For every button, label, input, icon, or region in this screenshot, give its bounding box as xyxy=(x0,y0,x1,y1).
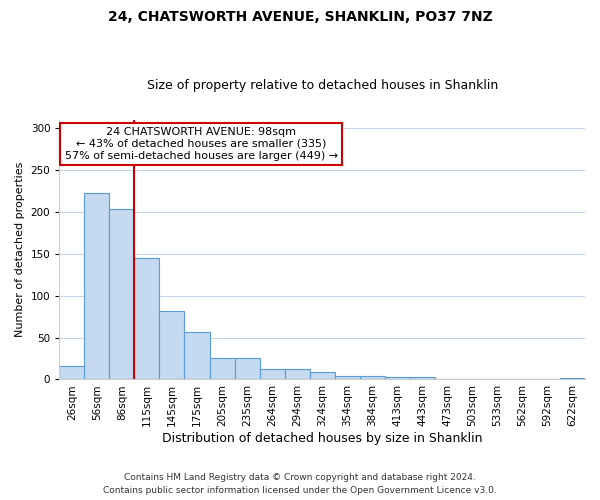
Text: 24, CHATSWORTH AVENUE, SHANKLIN, PO37 7NZ: 24, CHATSWORTH AVENUE, SHANKLIN, PO37 7N… xyxy=(107,10,493,24)
Bar xyxy=(260,368,284,380)
Bar xyxy=(485,378,510,380)
Bar xyxy=(310,372,335,380)
Bar xyxy=(184,332,209,380)
Bar xyxy=(435,378,460,380)
Bar xyxy=(385,377,410,380)
Bar xyxy=(535,378,560,380)
Bar xyxy=(410,377,435,380)
Title: Size of property relative to detached houses in Shanklin: Size of property relative to detached ho… xyxy=(146,79,498,92)
Y-axis label: Number of detached properties: Number of detached properties xyxy=(15,162,25,337)
Bar xyxy=(360,376,385,380)
Bar xyxy=(160,310,184,380)
Bar xyxy=(510,378,535,380)
X-axis label: Distribution of detached houses by size in Shanklin: Distribution of detached houses by size … xyxy=(162,432,482,445)
Bar xyxy=(59,366,85,380)
Text: 24 CHATSWORTH AVENUE: 98sqm
← 43% of detached houses are smaller (335)
57% of se: 24 CHATSWORTH AVENUE: 98sqm ← 43% of det… xyxy=(65,128,338,160)
Bar xyxy=(134,258,160,380)
Bar xyxy=(284,368,310,380)
Text: Contains HM Land Registry data © Crown copyright and database right 2024.
Contai: Contains HM Land Registry data © Crown c… xyxy=(103,474,497,495)
Bar xyxy=(209,358,235,380)
Bar xyxy=(235,358,260,380)
Bar xyxy=(460,378,485,380)
Bar xyxy=(335,376,360,380)
Bar xyxy=(85,194,109,380)
Bar xyxy=(109,210,134,380)
Bar xyxy=(560,378,585,380)
